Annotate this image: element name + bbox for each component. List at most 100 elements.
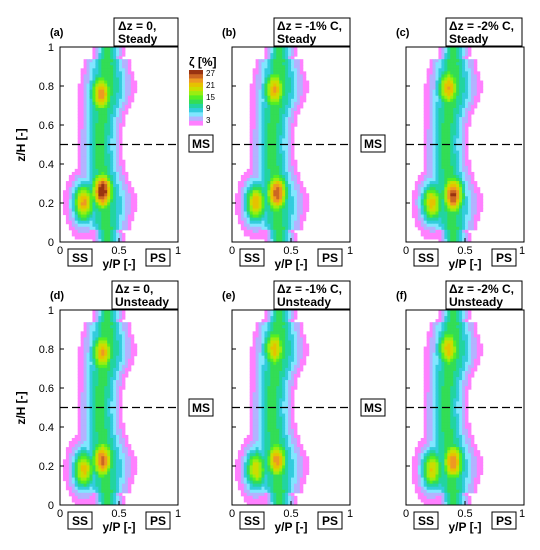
contour-cell xyxy=(273,190,277,194)
contour-cell xyxy=(288,349,292,354)
contour-cell xyxy=(453,123,457,127)
contour-cell xyxy=(444,171,448,176)
contour-cell xyxy=(444,114,448,118)
contour-cell xyxy=(288,83,292,88)
contour-cell xyxy=(267,208,271,213)
contour-cell xyxy=(89,492,93,497)
contour-cell xyxy=(89,331,93,335)
contour-cell xyxy=(240,178,245,182)
contour-cell xyxy=(255,337,260,341)
contour-cell xyxy=(95,413,99,418)
contour-cell xyxy=(255,123,260,127)
contour-cell xyxy=(116,316,120,320)
contour-cell xyxy=(447,50,451,54)
contour-cell xyxy=(86,322,90,326)
contour-cell xyxy=(462,104,466,109)
contour-cell xyxy=(255,89,260,94)
contour-cell xyxy=(299,59,304,63)
contour-cell xyxy=(267,178,271,182)
contour-cell xyxy=(107,56,111,60)
contour-cell xyxy=(291,83,295,88)
contour-cell xyxy=(89,437,93,442)
contour-cell xyxy=(456,95,460,100)
contour-cell xyxy=(119,425,123,430)
contour-cell xyxy=(282,202,286,206)
x-tick-label: 0 xyxy=(229,245,235,257)
contour-cell xyxy=(92,428,96,433)
contour-cell xyxy=(264,196,268,200)
contour-cell xyxy=(426,98,431,103)
contour-cell xyxy=(124,83,129,88)
contour-cell xyxy=(113,77,117,82)
contour-cell xyxy=(86,165,90,170)
contour-cell xyxy=(453,92,457,97)
contour-cell xyxy=(299,101,304,106)
contour-cell xyxy=(285,181,289,185)
contour-cell xyxy=(116,471,120,476)
contour-cell xyxy=(101,202,105,206)
contour-cell xyxy=(92,68,96,72)
contour-cell xyxy=(89,404,93,408)
contour-cell xyxy=(107,147,111,152)
contour-cell xyxy=(279,328,283,332)
contour-cell xyxy=(305,346,310,351)
contour-cell xyxy=(438,178,442,182)
contour-cell xyxy=(273,80,277,85)
contour-cell xyxy=(104,444,108,448)
contour-cell xyxy=(89,71,93,75)
contour-cell xyxy=(107,392,111,396)
contour-cell xyxy=(441,181,445,185)
contour-cell xyxy=(246,217,251,222)
contour-cell xyxy=(288,56,292,60)
contour-cell xyxy=(107,319,111,323)
contour-cell xyxy=(65,193,70,197)
contour-cell xyxy=(291,50,295,54)
contour-cell xyxy=(104,361,108,366)
contour-cell xyxy=(86,474,90,479)
contour-cell xyxy=(104,68,108,72)
contour-cell xyxy=(299,86,304,91)
contour-cell xyxy=(453,77,457,82)
contour-cell xyxy=(101,373,105,378)
contour-cell xyxy=(80,373,85,378)
contour-cell xyxy=(285,214,289,219)
contour-cell xyxy=(279,238,283,242)
contour-cell xyxy=(98,398,102,402)
contour-cell xyxy=(270,337,274,341)
contour-cell xyxy=(293,47,298,51)
contour-cell xyxy=(450,184,454,188)
contour-cell xyxy=(95,425,99,430)
contour-cell xyxy=(459,83,463,88)
contour-cell xyxy=(270,174,274,179)
contour-cell xyxy=(74,196,79,200)
contour-cell xyxy=(453,217,457,222)
contour-cell xyxy=(110,232,114,237)
contour-cell xyxy=(288,220,292,225)
contour-cell xyxy=(264,104,268,109)
contour-cell xyxy=(89,419,93,424)
contour-cell xyxy=(101,349,105,354)
contour-cell xyxy=(420,187,425,191)
contour-cell xyxy=(264,129,268,133)
contour-cell xyxy=(267,196,271,200)
contour-cell xyxy=(74,226,79,231)
contour-cell xyxy=(86,156,90,161)
contour-cell xyxy=(104,153,108,158)
contour-cell xyxy=(252,346,257,351)
contour-cell xyxy=(441,156,445,161)
contour-cell xyxy=(113,159,117,164)
contour-cell xyxy=(80,477,85,482)
contour-cell xyxy=(276,229,280,234)
contour-cell xyxy=(423,165,428,170)
contour-cell xyxy=(116,232,120,237)
contour-cell xyxy=(467,89,472,94)
contour-cell xyxy=(107,205,111,209)
contour-cell xyxy=(296,65,301,69)
contour-cell xyxy=(441,117,445,121)
contour-cell xyxy=(414,214,419,219)
contour-cell xyxy=(127,98,132,103)
contour-cell xyxy=(89,196,93,200)
contour-cell xyxy=(288,147,292,152)
contour-cell xyxy=(133,459,138,463)
contour-cell xyxy=(83,401,88,405)
